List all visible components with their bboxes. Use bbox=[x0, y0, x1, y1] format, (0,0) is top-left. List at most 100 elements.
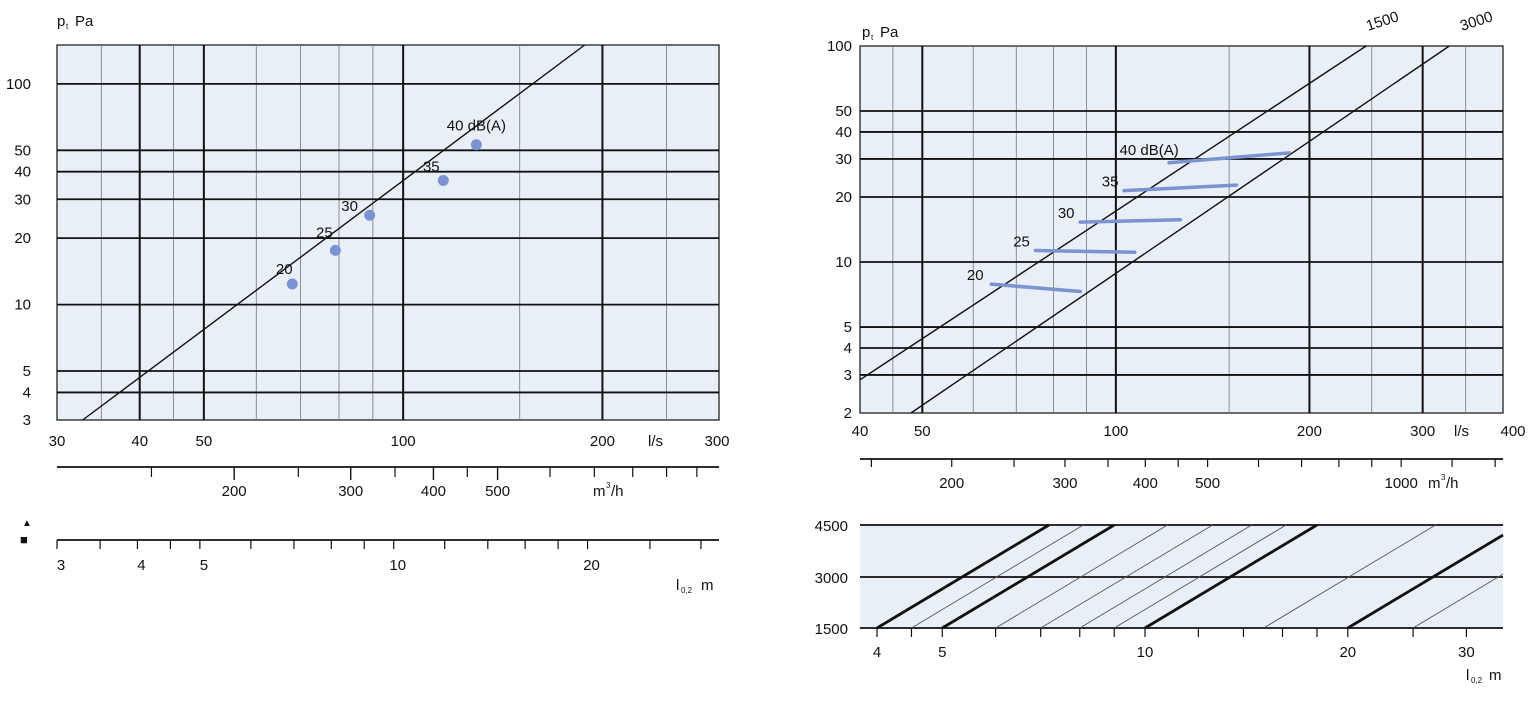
left-m3h-tick-label: 400 bbox=[421, 483, 446, 500]
right-m3h-unit-tail: /h bbox=[1446, 475, 1459, 492]
left-x-tick-label: 100 bbox=[391, 433, 416, 450]
throw-x-tick-label: 30 bbox=[1458, 644, 1475, 661]
right-throw-label: l bbox=[1466, 667, 1469, 684]
throw-thin-line bbox=[1113, 524, 1287, 629]
right-sound-level-line bbox=[989, 282, 1082, 294]
throw-thick-line bbox=[1347, 533, 1504, 630]
throw-thick-line bbox=[941, 523, 1115, 630]
right-y-tick-label: 40 bbox=[835, 124, 852, 141]
left-sound-level-point bbox=[329, 244, 341, 256]
left-sound-level-point bbox=[437, 174, 449, 186]
left-x-tick-label: 30 bbox=[49, 433, 66, 450]
throw-x-tick-label: 10 bbox=[1137, 644, 1154, 661]
right-x-tick-label: 40 bbox=[852, 423, 869, 440]
throw-thin-line bbox=[995, 524, 1168, 629]
right-x-tick-label: 100 bbox=[1103, 423, 1128, 440]
right-y-tick-label: 10 bbox=[835, 254, 852, 271]
right-curve-3000 bbox=[910, 45, 1450, 414]
throw-y-tick-label: 4500 bbox=[815, 518, 848, 535]
right-y-tick-label: 4 bbox=[844, 340, 852, 357]
left-throw-tick-label: 5 bbox=[200, 557, 208, 574]
right-x-tick-label: 200 bbox=[1297, 423, 1322, 440]
left-m3h-unit-tail: /h bbox=[611, 483, 624, 500]
right-m3h-tick-label: 300 bbox=[1052, 475, 1077, 492]
left-y-tick-label: 30 bbox=[14, 191, 31, 208]
right-sound-level-line bbox=[1122, 183, 1239, 193]
left-y-tick-label: 4 bbox=[23, 384, 31, 401]
right-x-tick-label: 300 bbox=[1410, 423, 1435, 440]
left-y-tick-label: 40 bbox=[14, 164, 31, 181]
right-y-tick-label: 50 bbox=[835, 103, 852, 120]
left-x-tick-label: 300 bbox=[704, 433, 729, 450]
left-sound-level-label: 25 bbox=[316, 224, 333, 241]
left-y-tick-label: 10 bbox=[14, 297, 31, 314]
left-throw-label-sub: 0,2 bbox=[681, 586, 693, 595]
left-m3h-unit-base: m bbox=[593, 483, 606, 500]
right-x-unit: l/s bbox=[1454, 423, 1469, 440]
left-sound-level-label: 40 dB(A) bbox=[447, 118, 506, 135]
right-y-tick-label: 30 bbox=[835, 151, 852, 168]
right-y-tick-label: 3 bbox=[844, 367, 852, 384]
throw-x-tick-label: 20 bbox=[1339, 644, 1356, 661]
left-ylabel-unit: Pa bbox=[75, 13, 94, 30]
left-sound-level-label: 35 bbox=[423, 158, 440, 175]
left-throw-tick-label: 20 bbox=[583, 557, 600, 574]
right-m3h-tick-label: 200 bbox=[939, 475, 964, 492]
throw-x-tick-label: 5 bbox=[938, 644, 946, 661]
left-x-tick-label: 50 bbox=[196, 433, 213, 450]
left-m3h-tick-label: 500 bbox=[485, 483, 510, 500]
right-m3h-unit-sup: 3 bbox=[1441, 473, 1446, 482]
throw-thin-line bbox=[1412, 573, 1504, 629]
throw-y-tick-label: 1500 bbox=[815, 621, 848, 638]
left-sound-level-label: 30 bbox=[341, 198, 358, 215]
left-x-tick-label: 40 bbox=[131, 433, 148, 450]
triangle-marker: ▲ bbox=[22, 518, 32, 529]
left-m3h-tick-label: 300 bbox=[338, 483, 363, 500]
right-y-tick-label: 100 bbox=[827, 38, 852, 55]
left-ylabel-sub: t bbox=[66, 22, 69, 31]
left-throw-unit: m bbox=[701, 577, 714, 594]
right-sound-level-line bbox=[1078, 217, 1183, 224]
left-sound-level-label: 20 bbox=[276, 261, 293, 278]
throw-thin-line bbox=[1079, 524, 1252, 629]
throw-y-tick-label: 3000 bbox=[815, 570, 848, 587]
left-sound-level-point bbox=[286, 278, 298, 290]
left-x-unit: l/s bbox=[648, 433, 663, 450]
left-throw-tick-label: 3 bbox=[57, 557, 65, 574]
right-sound-level-label: 20 bbox=[967, 267, 984, 284]
right-sound-level-label: 40 dB(A) bbox=[1120, 142, 1179, 159]
left-y-tick-label: 5 bbox=[23, 363, 31, 380]
left-y-tick-label: 3 bbox=[23, 412, 31, 429]
right-ylabel-sub: t bbox=[871, 33, 874, 42]
throw-thick-line bbox=[1144, 523, 1318, 630]
right-throw-label-sub: 0,2 bbox=[1471, 676, 1483, 685]
right-m3h-tick-label: 1000 bbox=[1384, 475, 1417, 492]
square-marker: ■ bbox=[20, 532, 28, 547]
left-throw-tick-label: 10 bbox=[389, 557, 406, 574]
left-m3h-tick-label: 200 bbox=[222, 483, 247, 500]
left-ylabel: p bbox=[57, 13, 65, 30]
left-curve bbox=[82, 44, 586, 421]
curve-label-1500: 1500 bbox=[1364, 8, 1401, 34]
left-x-tick-label: 200 bbox=[590, 433, 615, 450]
curve-label-3000: 3000 bbox=[1458, 8, 1495, 34]
right-sound-level-label: 35 bbox=[1102, 174, 1119, 191]
right-ylabel: p bbox=[862, 24, 870, 41]
right-m3h-tick-label: 400 bbox=[1133, 475, 1158, 492]
throw-x-tick-label: 4 bbox=[873, 644, 881, 661]
left-sound-level-point bbox=[470, 139, 482, 151]
right-x-tick-label: 50 bbox=[914, 423, 931, 440]
right-sound-level-label: 25 bbox=[1013, 234, 1030, 251]
left-y-tick-label: 50 bbox=[14, 142, 31, 159]
throw-thick-line bbox=[876, 523, 1050, 630]
left-y-tick-label: 100 bbox=[6, 76, 31, 93]
right-curve-1500 bbox=[859, 45, 1367, 381]
left-throw-label: l bbox=[676, 577, 679, 594]
left-throw-tick-label: 4 bbox=[137, 557, 145, 574]
right-x-tick-label: 400 bbox=[1500, 423, 1525, 440]
right-plot-area bbox=[859, 45, 1504, 414]
right-ylabel-unit: Pa bbox=[880, 24, 899, 41]
left-y-tick-label: 20 bbox=[14, 230, 31, 247]
